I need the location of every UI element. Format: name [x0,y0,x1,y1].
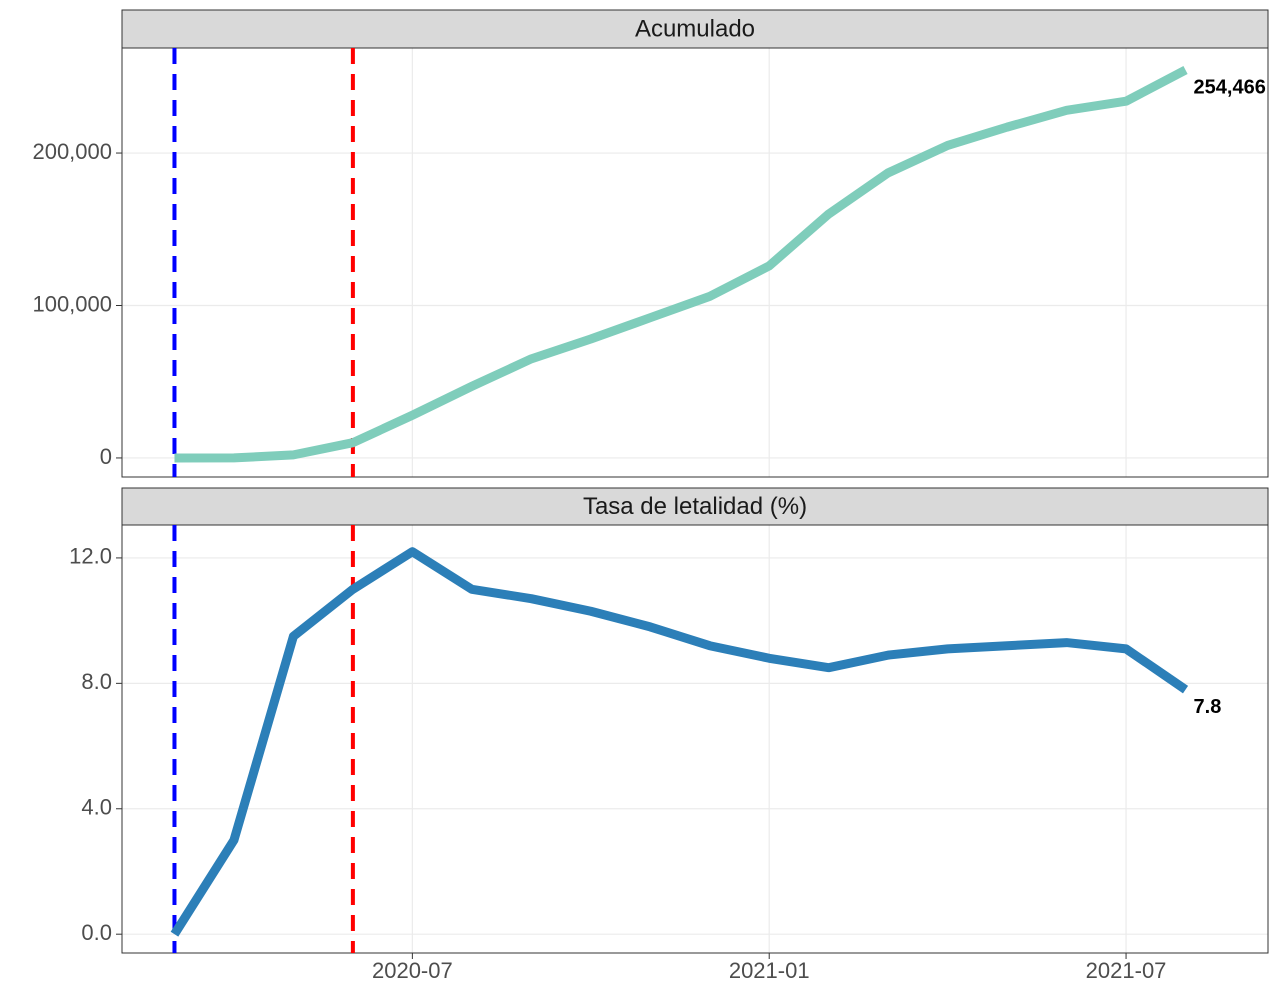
panel-border [121,524,1269,954]
line-series [170,547,1189,937]
panel-border [121,47,1269,478]
panel [122,48,1268,477]
panel [122,525,1268,953]
strip-title: Acumulado [635,15,755,42]
x-tick-label: 2021-07 [1086,958,1167,983]
data-label: 7.8 [1194,696,1222,718]
y-tick-label: 100,000 [32,291,112,316]
y-tick-label: 200,000 [32,139,112,164]
strip [121,9,1269,49]
x-tick-label: 2020-07 [372,958,453,983]
y-tick-label: 0 [100,444,112,469]
y-tick-label: 0.0 [81,920,112,945]
y-tick-label: 12.0 [69,544,112,569]
strip [121,487,1269,526]
y-tick-label: 4.0 [81,795,112,820]
strip-title: Tasa de letalidad (%) [583,493,807,520]
line-series [174,66,1188,463]
y-tick-label: 8.0 [81,669,112,694]
data-label: 254,466 [1194,76,1266,98]
x-tick-label: 2021-01 [729,958,810,983]
